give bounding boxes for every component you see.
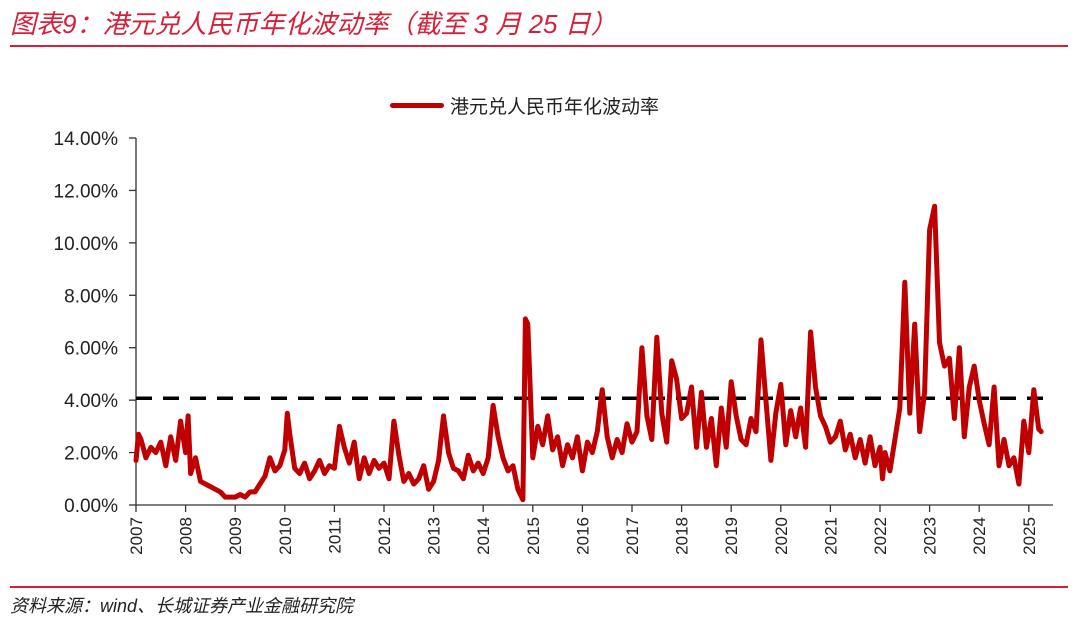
y-tick-label: 0.00% <box>64 496 118 517</box>
y-axis: 0.00% 2.00% 4.00% 6.00% 8.00% 10.00% 12.00% 14.… <box>54 129 137 517</box>
x-axis: 2007 2008 2009 2010 2011 2012 2013 2014 2015 2016… <box>127 504 1053 555</box>
y-tick-label: 4.00% <box>64 391 118 412</box>
legend-swatch <box>390 103 444 108</box>
x-tick-label: 2021 <box>821 517 840 555</box>
x-tick-label: 2019 <box>722 517 741 555</box>
x-tick-label: 2013 <box>425 517 444 555</box>
title-divider <box>10 45 1068 47</box>
y-tick-label: 6.00% <box>64 339 118 360</box>
x-tick-label: 2025 <box>1020 517 1039 555</box>
x-tick-label: 2007 <box>127 517 146 555</box>
x-tick-label: 2020 <box>772 517 791 555</box>
x-tick-label: 2012 <box>375 517 394 555</box>
x-tick-label: 2023 <box>921 517 940 555</box>
x-tick-label: 2008 <box>177 517 196 555</box>
x-tick-label: 2010 <box>276 517 295 555</box>
series-line <box>133 203 1044 503</box>
x-tick-label: 2024 <box>970 517 989 555</box>
legend-label: 港元兑人民币年化波动率 <box>450 97 660 118</box>
y-tick-label: 2.00% <box>64 444 118 465</box>
chart-legend: 港元兑人民币年化波动率 <box>390 92 659 119</box>
y-tick-label: 8.00% <box>64 286 118 307</box>
x-tick-label: 2018 <box>673 517 692 555</box>
x-tick-label: 2022 <box>871 517 890 555</box>
x-tick-label: 2009 <box>226 517 245 555</box>
y-tick-label: 10.00% <box>54 234 119 255</box>
x-tick-label: 2017 <box>623 517 642 555</box>
y-tick-label: 12.00% <box>54 181 119 202</box>
chart-title: 图表9：港元兑人民币年化波动率（截至 3 月 25 日） <box>10 9 617 39</box>
y-tick-label: 14.00% <box>54 129 119 150</box>
x-tick-label: 2016 <box>573 517 592 555</box>
x-tick-label: 2014 <box>474 517 493 555</box>
x-tick-label: 2011 <box>325 517 344 554</box>
footer-divider <box>10 586 1068 588</box>
x-tick-label: 2015 <box>524 517 543 555</box>
source-note: 资料来源：wind、长城证券产业金融研究院 <box>10 596 354 616</box>
